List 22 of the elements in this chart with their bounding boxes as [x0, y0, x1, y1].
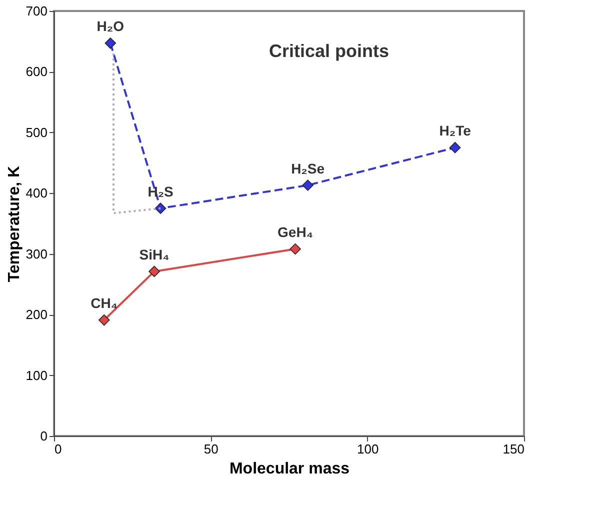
y-tick-label: 0: [40, 428, 48, 444]
y-tick-label: 400: [26, 186, 48, 201]
annotation: H₂S: [148, 183, 174, 200]
x-tick-label: 0: [54, 442, 62, 456]
y-tick-label: 500: [26, 124, 48, 140]
annotation: H₂Te: [439, 122, 472, 139]
y-axis-title: Temperature, K: [6, 165, 23, 282]
x-axis-title: Molecular mass: [229, 460, 350, 478]
annotation: GeH₄: [278, 224, 313, 240]
y-tick-label: 100: [26, 368, 48, 383]
y-tick-label: 600: [26, 64, 48, 80]
x-tick-label: 50: [204, 442, 218, 456]
annotation: H₂O: [96, 18, 124, 34]
annotation: CH₄: [90, 295, 118, 312]
x-tick-label: 100: [356, 442, 379, 456]
annotation: H₂Se: [291, 160, 325, 176]
text: Critical points: [268, 41, 390, 61]
x-tick-label: 150: [502, 442, 524, 456]
y-tick-label: 700: [26, 4, 48, 18]
y-tick-label: 300: [26, 246, 48, 262]
annotation: SiH₄: [139, 246, 170, 262]
y-tick-label: 200: [26, 307, 48, 322]
